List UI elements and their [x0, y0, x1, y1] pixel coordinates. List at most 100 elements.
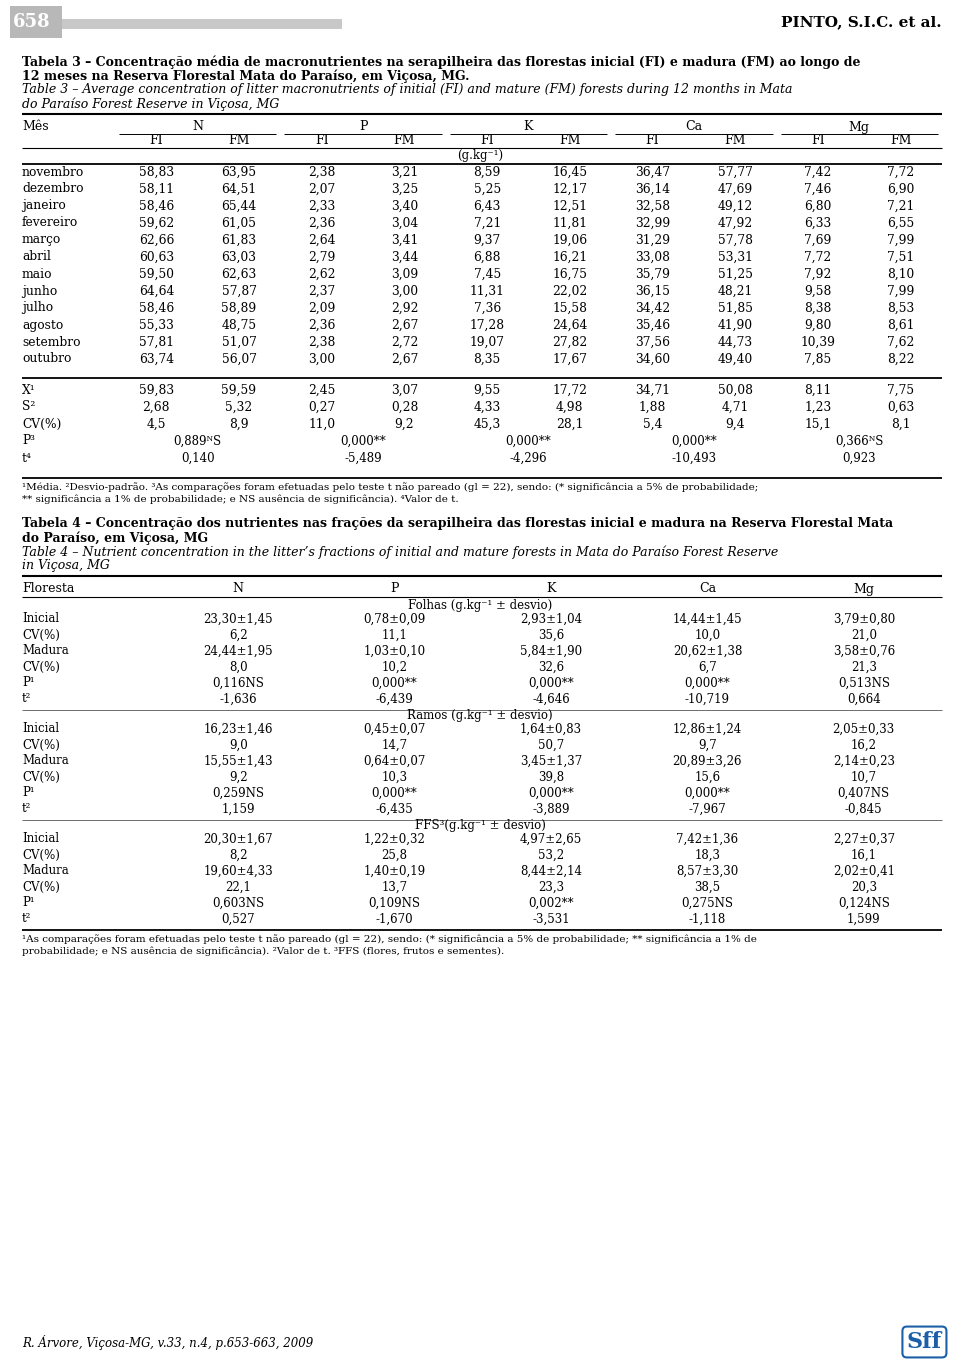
Text: 2,14±0,23: 2,14±0,23 — [833, 755, 895, 767]
Text: 3,41: 3,41 — [391, 234, 418, 246]
Text: FM: FM — [725, 135, 746, 147]
Text: 58,11: 58,11 — [139, 182, 174, 196]
Text: CV(%): CV(%) — [22, 661, 60, 673]
Text: 1,64±0,83: 1,64±0,83 — [520, 722, 582, 736]
Text: 7,45: 7,45 — [473, 268, 501, 280]
Text: 36,15: 36,15 — [636, 284, 670, 298]
Text: FI: FI — [811, 135, 825, 147]
Text: 20,30±1,67: 20,30±1,67 — [204, 832, 273, 846]
Text: 11,31: 11,31 — [469, 284, 505, 298]
Text: 16,21: 16,21 — [552, 250, 588, 264]
Text: 55,33: 55,33 — [139, 318, 174, 332]
Text: outubro: outubro — [22, 352, 71, 366]
Text: FI: FI — [150, 135, 163, 147]
Text: 50,7: 50,7 — [538, 738, 564, 752]
Text: 63,74: 63,74 — [139, 352, 174, 366]
Text: 39,8: 39,8 — [538, 771, 564, 783]
Text: 2,45: 2,45 — [308, 384, 335, 397]
Text: 9,7: 9,7 — [698, 738, 717, 752]
Text: 5,4: 5,4 — [643, 418, 662, 431]
Text: 53,2: 53,2 — [538, 849, 564, 861]
Text: 0,000**: 0,000** — [340, 434, 386, 447]
Text: -10,493: -10,493 — [671, 452, 716, 465]
Text: ** significância a 1% de probabilidade; e NS ausência de significância). ⁴Valor : ** significância a 1% de probabilidade; … — [22, 494, 459, 503]
Text: 12,86±1,24: 12,86±1,24 — [673, 722, 742, 736]
Text: 3,07: 3,07 — [391, 384, 418, 397]
Text: ¹As comparações foram efetuadas pelo teste t não pareado (gl = 22), sendo: (* si: ¹As comparações foram efetuadas pelo tes… — [22, 934, 756, 944]
Text: Madura: Madura — [22, 865, 69, 877]
Text: 0,000**: 0,000** — [372, 786, 418, 800]
Text: março: março — [22, 234, 61, 246]
Text: -3,889: -3,889 — [532, 802, 569, 816]
Text: 2,93±1,04: 2,93±1,04 — [520, 612, 582, 626]
Text: 2,36: 2,36 — [308, 216, 335, 230]
Text: 10,7: 10,7 — [851, 771, 876, 783]
Text: 0,889ᴺS: 0,889ᴺS — [174, 434, 222, 447]
Text: 7,21: 7,21 — [473, 216, 501, 230]
Text: 0,000**: 0,000** — [684, 786, 731, 800]
Text: 16,45: 16,45 — [552, 166, 588, 178]
Text: CV(%): CV(%) — [22, 849, 60, 861]
Text: 0,109NS: 0,109NS — [369, 896, 420, 910]
Text: 3,21: 3,21 — [391, 166, 418, 178]
Text: FM: FM — [559, 135, 581, 147]
Text: 1,599: 1,599 — [847, 913, 880, 926]
Text: 60,63: 60,63 — [139, 250, 174, 264]
Text: 9,80: 9,80 — [804, 318, 831, 332]
Text: 21,0: 21,0 — [851, 628, 876, 642]
Text: 3,04: 3,04 — [391, 216, 418, 230]
Text: 6,88: 6,88 — [473, 250, 501, 264]
Text: 36,14: 36,14 — [635, 182, 670, 196]
Text: -4,296: -4,296 — [510, 452, 547, 465]
Text: 57,81: 57,81 — [139, 336, 174, 348]
Text: 8,2: 8,2 — [228, 849, 248, 861]
Text: 3,79±0,80: 3,79±0,80 — [832, 612, 895, 626]
Text: 12 meses na Reserva Florestal Mata do Paraíso, em Viçosa, MG.: 12 meses na Reserva Florestal Mata do Pa… — [22, 69, 469, 83]
Text: P¹: P¹ — [22, 786, 35, 800]
Text: 57,78: 57,78 — [718, 234, 753, 246]
Text: 37,56: 37,56 — [636, 336, 670, 348]
Text: 5,32: 5,32 — [226, 400, 252, 413]
Text: -6,439: -6,439 — [375, 692, 414, 706]
Text: t²: t² — [22, 913, 32, 926]
Text: 10,3: 10,3 — [381, 771, 408, 783]
Text: P³: P³ — [22, 434, 35, 447]
Text: 2,38: 2,38 — [308, 336, 335, 348]
Text: 38,5: 38,5 — [694, 880, 720, 894]
Text: 2,79: 2,79 — [308, 250, 335, 264]
Text: 58,46: 58,46 — [139, 302, 174, 314]
Text: 20,62±1,38: 20,62±1,38 — [673, 645, 742, 657]
Text: Tabela 4 – Concentração dos nutrientes nas frações da serapilheira das florestas: Tabela 4 – Concentração dos nutrientes n… — [22, 518, 893, 530]
Text: 50,08: 50,08 — [718, 384, 753, 397]
Text: 13,7: 13,7 — [381, 880, 408, 894]
Text: 2,67: 2,67 — [391, 352, 419, 366]
Text: 1,88: 1,88 — [638, 400, 666, 413]
Text: t²: t² — [22, 802, 32, 816]
Text: 0,45±0,07: 0,45±0,07 — [364, 722, 426, 736]
Text: Inicial: Inicial — [22, 832, 60, 846]
Text: CV(%): CV(%) — [22, 628, 60, 642]
Text: 658: 658 — [13, 14, 51, 31]
Text: 59,62: 59,62 — [139, 216, 174, 230]
Text: 2,27±0,37: 2,27±0,37 — [832, 832, 895, 846]
Text: 12,51: 12,51 — [552, 200, 588, 212]
Text: in Viçosa, MG: in Viçosa, MG — [22, 559, 109, 573]
Text: 7,69: 7,69 — [804, 234, 831, 246]
Text: 3,58±0,76: 3,58±0,76 — [832, 645, 895, 657]
Text: 23,30±1,45: 23,30±1,45 — [204, 612, 273, 626]
Text: K: K — [524, 121, 533, 133]
Text: 8,53: 8,53 — [887, 302, 914, 314]
Text: 9,2: 9,2 — [395, 418, 415, 431]
Text: 0,407NS: 0,407NS — [838, 786, 890, 800]
Text: junho: junho — [22, 284, 58, 298]
Text: 15,1: 15,1 — [804, 418, 831, 431]
Text: 2,62: 2,62 — [308, 268, 335, 280]
Text: 16,75: 16,75 — [552, 268, 588, 280]
Text: -0,845: -0,845 — [845, 802, 882, 816]
Text: 57,87: 57,87 — [222, 284, 256, 298]
Text: 2,33: 2,33 — [308, 200, 335, 212]
Text: 15,6: 15,6 — [694, 771, 720, 783]
Text: 8,10: 8,10 — [887, 268, 914, 280]
Text: -4,646: -4,646 — [532, 692, 570, 706]
Text: dezembro: dezembro — [22, 182, 84, 196]
